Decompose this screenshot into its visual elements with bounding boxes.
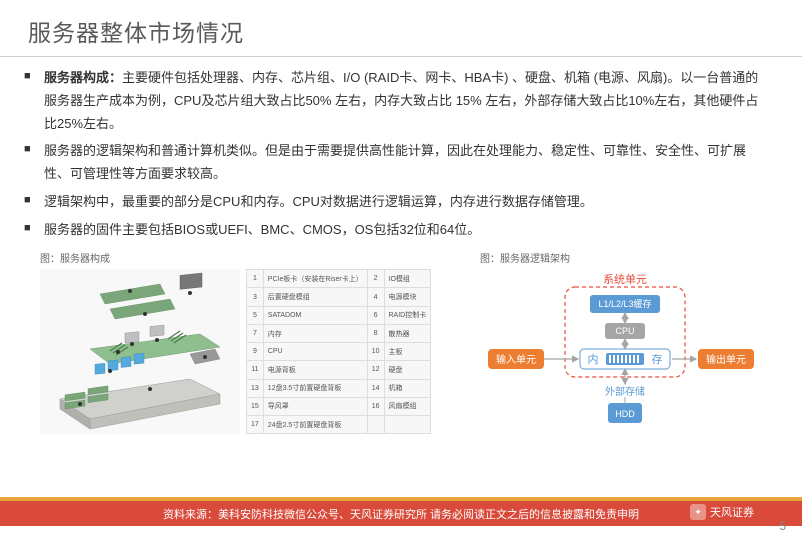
fig2-caption: 图：服务器逻辑架构 xyxy=(480,250,772,265)
bullet-list: 服务器构成：主要硬件包括处理器、内存、芯片组、I/O (RAID卡、网卡、HBA… xyxy=(44,67,768,241)
table-row: 15导风罩16风扇模组 xyxy=(247,397,431,415)
bullet-4: 服务器的固件主要包括BIOS或UEFI、BMC、CMOS，OS包括32位和64位… xyxy=(44,219,768,242)
table-row: 1312盘3.5寸前置硬盘背板14机箱 xyxy=(247,379,431,397)
footer: 资料来源：美科安防科技微信公众号、天风证券研究所 请务必阅读正文之后的信息披露和… xyxy=(0,497,802,535)
svg-text:HDD: HDD xyxy=(615,409,635,419)
svg-text:L1/L2/L3缓存: L1/L2/L3缓存 xyxy=(598,298,651,309)
svg-text:存: 存 xyxy=(652,352,663,366)
bullet-1-text: 主要硬件包括处理器、内存、芯片组、I/O (RAID卡、网卡、HBA卡) 、硬盘… xyxy=(44,70,758,131)
svg-text:内: 内 xyxy=(588,352,599,366)
footer-source: 资料来源：美科安防科技微信公众号、天风证券研究所 请务必阅读正文之后的信息披露和… xyxy=(163,506,639,522)
svg-text:系统单元: 系统单元 xyxy=(603,273,647,286)
svg-text:CPU: CPU xyxy=(615,326,634,336)
table-row: 9CPU10主板 xyxy=(247,343,431,361)
bullet-2: 服务器的逻辑架构和普通计算机类似。但是由于需要提供高性能计算，因此在处理能力、稳… xyxy=(44,140,768,186)
server-exploded-view xyxy=(40,269,240,434)
bullet-1-label: 服务器构成： xyxy=(44,70,122,85)
table-row: 1PCIe板卡（安装在Riser卡上）2IO模组 xyxy=(247,270,431,288)
company-logo: ✦ 天风证券 xyxy=(690,504,754,520)
content-area: 服务器构成：主要硬件包括处理器、内存、芯片组、I/O (RAID卡、网卡、HBA… xyxy=(0,57,802,241)
logo-text: 天风证券 xyxy=(710,504,754,520)
logic-diagram: 系统单元 L1/L2/L3缓存 CPU 内 存 输入单元 输出单元 xyxy=(480,269,760,439)
parts-table: 1PCIe板卡（安装在Riser卡上）2IO模组3后置硬盘模组4电源模块5SAT… xyxy=(246,269,431,434)
table-row: 5SATADOM6RAID控制卡 xyxy=(247,306,431,324)
figure-1: 图：服务器构成 xyxy=(40,250,440,444)
fig1-caption: 图：服务器构成 xyxy=(40,250,440,265)
svg-text:输出单元: 输出单元 xyxy=(706,353,746,366)
figure-2: 图：服务器逻辑架构 系统单元 L1/L2/L3缓存 CPU 内 xyxy=(480,250,772,444)
logo-icon: ✦ xyxy=(690,504,706,520)
page-number: 5 xyxy=(779,519,786,533)
figures-row: 图：服务器构成 xyxy=(0,246,802,444)
svg-text:输入单元: 输入单元 xyxy=(496,353,536,366)
svg-text:外部存储: 外部存储 xyxy=(605,385,645,398)
table-row: 7内存8散热器 xyxy=(247,324,431,342)
table-row: 3后置硬盘模组4电源模块 xyxy=(247,288,431,306)
table-row: 11电源背板12硬盘 xyxy=(247,361,431,379)
table-row: 1724盘2.5寸前置硬盘背板 xyxy=(247,416,431,434)
bullet-3: 逻辑架构中，最重要的部分是CPU和内存。CPU对数据进行逻辑运算，内存进行数据存… xyxy=(44,191,768,214)
page-title: 服务器整体市场情况 xyxy=(28,14,802,48)
bullet-1: 服务器构成：主要硬件包括处理器、内存、芯片组、I/O (RAID卡、网卡、HBA… xyxy=(44,67,768,135)
